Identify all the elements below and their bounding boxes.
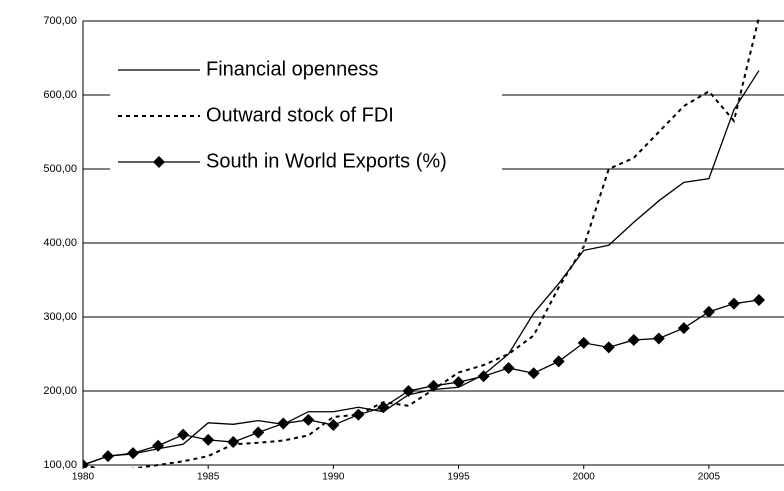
y-tick-label: 700,00 — [43, 15, 77, 27]
marker — [277, 417, 290, 430]
series-line — [83, 18, 760, 468]
marker — [577, 336, 590, 349]
legend-marker — [153, 156, 165, 168]
marker — [702, 305, 715, 318]
series-line — [83, 70, 760, 466]
y-tick-label: 400,00 — [43, 237, 77, 249]
marker — [102, 450, 115, 463]
marker — [452, 376, 465, 389]
x-tick-label: 1980 — [72, 472, 95, 483]
marker — [477, 370, 490, 383]
series-line — [83, 299, 760, 466]
y-tick-label: 300,00 — [43, 311, 77, 323]
marker — [177, 428, 190, 441]
marker — [427, 379, 440, 392]
marker — [152, 439, 165, 452]
y-tick-label: 200,00 — [43, 385, 77, 397]
marker — [252, 426, 265, 439]
y-tick-label: 100,00 — [43, 459, 77, 471]
plot-area — [83, 18, 765, 468]
marker — [727, 297, 740, 310]
y-tick-label: 600,00 — [43, 89, 77, 101]
marker — [752, 293, 765, 306]
x-tick-label: 2000 — [573, 472, 596, 483]
legend-label: Financial openness — [206, 58, 378, 80]
marker — [302, 413, 315, 426]
marker — [602, 341, 615, 354]
legend-label: South in World Exports (%) — [206, 150, 447, 172]
marker — [527, 367, 540, 380]
ticks: 100,00 200,00 300,00 400,00 500,00 600,00 700,… — [43, 15, 720, 483]
x-tick-label: 1990 — [322, 472, 345, 483]
marker — [127, 447, 140, 460]
y-tick-label: 500,00 — [43, 163, 77, 175]
marker — [402, 385, 415, 397]
x-tick-label: 1995 — [447, 472, 470, 483]
marker — [652, 332, 665, 345]
marker — [552, 355, 565, 368]
marker — [202, 433, 215, 446]
legend: Financial openness Outward stock of FDI So… — [110, 50, 502, 182]
marker — [227, 436, 240, 449]
marker — [627, 333, 640, 346]
marker — [377, 401, 390, 414]
legend-label: Outward stock of FDI — [206, 104, 394, 126]
x-tick-label: 2005 — [698, 472, 721, 483]
marker — [502, 362, 515, 375]
marker — [83, 459, 89, 468]
x-tick-label: 1985 — [197, 472, 220, 483]
marker — [327, 419, 340, 432]
marker — [352, 408, 365, 421]
marker — [677, 322, 690, 335]
